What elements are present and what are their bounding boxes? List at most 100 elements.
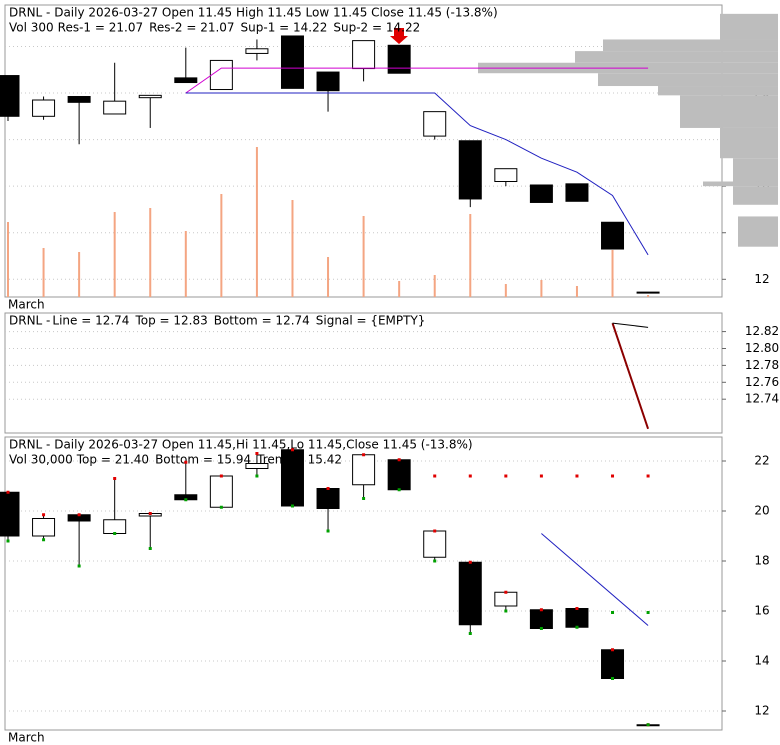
top-dots: [646, 474, 650, 478]
low-marker: [113, 532, 117, 535]
support-line: [185, 92, 649, 256]
high-marker: [113, 477, 117, 480]
x-axis-label: March: [8, 298, 45, 312]
candle-body: [601, 649, 625, 679]
y-tick-label: 18: [754, 554, 769, 568]
low-marker: [184, 498, 188, 502]
high-marker: [611, 648, 615, 652]
candle-body: [352, 40, 376, 70]
y-tick-label: 12: [754, 704, 769, 718]
panel-frame: [4, 436, 723, 731]
volume-bar: [398, 281, 401, 297]
low-marker: [575, 625, 579, 629]
legend-entry: Sup-1 = 14.22: [241, 21, 328, 35]
high-marker: [575, 607, 579, 610]
candle-body: [565, 183, 589, 202]
volume-profile-bar: [720, 13, 778, 40]
y-tick-label: 20: [754, 504, 769, 518]
high-marker: [255, 452, 259, 455]
volume-bar: [469, 214, 472, 297]
top-dots: [468, 474, 472, 478]
volume-bar: [184, 231, 187, 297]
legend-entry: Top = 21.40: [76, 453, 149, 467]
candle-body: [67, 96, 91, 103]
y-tick-label: 12.80: [745, 341, 779, 355]
candle-body: [636, 291, 660, 294]
legend-entry: Sup-2 = 14.22: [333, 21, 420, 35]
high-marker: [539, 608, 543, 612]
trend-line: [541, 533, 649, 626]
candle-body: [565, 608, 589, 628]
low-marker: [468, 632, 472, 635]
y-tick-label: 14: [754, 654, 769, 668]
high-marker: [433, 529, 437, 533]
candle-body: [423, 111, 447, 137]
high-marker: [397, 458, 401, 462]
candle-body: [423, 530, 447, 558]
low-marker: [42, 538, 46, 542]
volume-profile-bar: [733, 158, 778, 182]
volume-profile-bar: [703, 181, 778, 187]
high-marker: [290, 448, 294, 452]
candle-body: [458, 561, 482, 626]
high-marker: [6, 490, 10, 494]
volume-profile-bar: [720, 127, 778, 159]
volume-bar: [647, 295, 650, 297]
low-marker: [646, 723, 650, 727]
candle-body: [245, 463, 269, 469]
volume-profile-bar: [733, 186, 778, 205]
volume-profile-bar: [658, 86, 778, 96]
volume-bar: [42, 248, 45, 297]
legend-entry: Res-1 = 21.07: [58, 21, 143, 35]
volume-bar: [433, 275, 436, 297]
volume-profile-bar: [738, 216, 778, 247]
low-marker: [433, 559, 437, 563]
low-marker: [504, 609, 508, 613]
legend-entry: Res-2 = 21.07: [149, 21, 234, 35]
indicator-line: [612, 322, 649, 328]
candle-body: [209, 59, 233, 91]
low-marker: [539, 627, 543, 630]
volume-bar: [575, 286, 578, 297]
y-tick-label: 12.76: [745, 375, 779, 389]
candle-body: [316, 488, 340, 509]
volume-bar: [327, 257, 330, 297]
candle-body: [174, 77, 198, 84]
volume-bar: [540, 280, 543, 297]
volume-bar: [220, 194, 223, 297]
candle-body: [280, 35, 304, 89]
volume-bar: [149, 208, 152, 297]
low-marker: [77, 564, 81, 568]
candle-body: [103, 100, 127, 115]
high-marker: [326, 487, 330, 490]
candle-body: [245, 48, 269, 54]
candle-body: [387, 459, 411, 491]
candle-body: [32, 99, 56, 117]
indicator-line: [611, 322, 650, 430]
candle-body: [458, 140, 482, 200]
y-tick-label: 22: [754, 454, 769, 468]
candle-body: [209, 475, 233, 508]
candle-body: [494, 591, 518, 607]
high-marker: [184, 460, 188, 464]
candle-body: [280, 449, 304, 507]
top-dots: [575, 474, 579, 478]
top-dots: [504, 474, 508, 478]
high-marker: [148, 512, 152, 515]
low-marker: [397, 488, 401, 492]
low-marker: [148, 547, 152, 550]
candle-body: [0, 75, 20, 117]
x-axis-label: March: [8, 731, 45, 745]
volume-bar: [255, 147, 258, 297]
high-marker: [504, 590, 508, 594]
low-marker: [611, 677, 615, 680]
high-marker: [77, 513, 81, 517]
top-dots: [433, 474, 437, 478]
legend-entry: Top = 12.83: [134, 314, 207, 328]
high-marker: [219, 474, 223, 478]
bottom-dots: [611, 611, 615, 614]
candle-body: [494, 168, 518, 183]
high-marker: [362, 453, 366, 457]
panel-title: DRNL - Daily 2026-03-27 Open 11.45 High …: [9, 6, 498, 20]
